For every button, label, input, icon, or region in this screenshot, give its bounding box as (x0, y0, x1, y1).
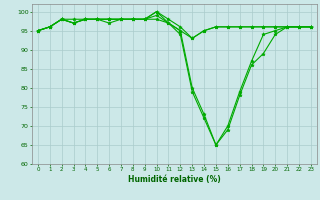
X-axis label: Humidité relative (%): Humidité relative (%) (128, 175, 221, 184)
